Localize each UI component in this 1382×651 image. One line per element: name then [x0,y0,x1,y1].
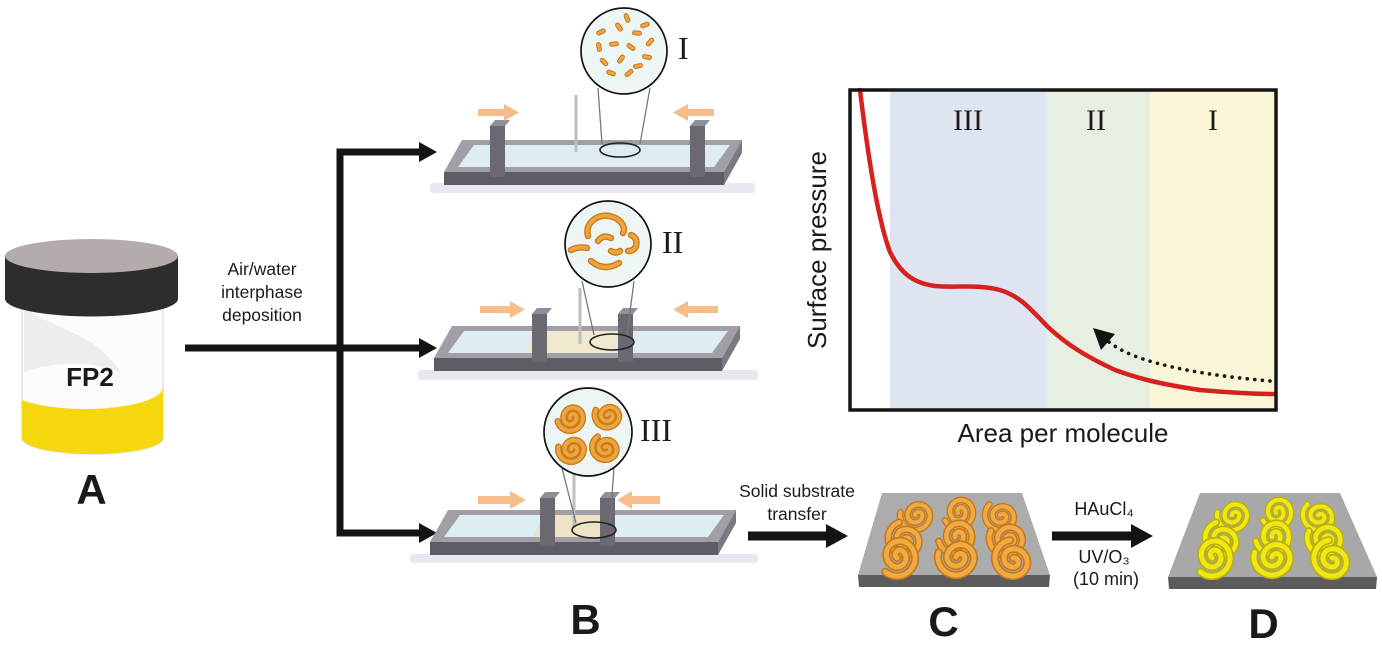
trough1-cone-left [597,87,603,145]
plot-region-iii-band [890,90,1047,410]
trough2-right-barrier-cap [618,308,638,314]
panel-letter-d: D [1248,600,1280,647]
plot-region-i-band [1150,90,1276,410]
panel-letter-b: B [570,596,602,643]
plot-region-i-label: I [1208,104,1218,137]
trough3-base [410,554,758,563]
reaction-arrow [1052,524,1153,548]
vial-yellow-content [22,388,163,454]
trough2-cone-left [581,280,595,336]
trough-stage-3 [410,387,758,563]
trough1-left-barrier [490,126,505,177]
trough3-frame-front [430,542,718,555]
plot-border [848,88,1278,412]
trough3-frame-side [718,510,736,555]
trough3-left-barrier [540,498,555,546]
deposition-label: Air/water interphase deposition [221,259,303,326]
plot-region-ii-band [1047,90,1150,410]
trough2-right-arrowhead [673,301,688,318]
magnifier-stage-1 [580,7,668,95]
trough3-water-right [606,515,724,537]
trough3-right-barrier-cap [600,492,620,498]
trough1-right-barrier [690,126,705,177]
plot-y-axis-label: Surface pressure [802,151,832,349]
trough1-base [430,183,755,193]
flow-connectors [185,142,437,543]
panel-letter-c: C [928,598,960,645]
trough3-left-barrier-cap [540,492,560,498]
trough2-left-compression-arrow [480,306,510,313]
arrowhead-branch-3 [419,523,437,543]
trough1-view-ellipse [599,142,641,158]
trough2-right-compression-arrow [688,306,718,313]
trough1-frame-front [444,172,724,185]
dotted-arrowhead [1093,328,1115,350]
duration-label: (10 min) [1072,569,1140,589]
transfer-label: Solid substrate transfer [739,481,855,525]
trough1-left-compression-arrow [478,109,504,116]
trough2-left-barrier-cap [532,308,552,314]
isotherm-plot [848,87,1278,412]
substrate-d-front [1168,577,1377,589]
arrowhead-branch-2 [419,338,437,358]
trough3-right-arrowhead [617,491,632,509]
substrate-d [1168,493,1377,589]
arrowhead-branch-1 [419,142,437,162]
trough2-frame-front [434,358,722,371]
trough2-view-ellipse [589,333,635,351]
trough1-right-compression-arrow [688,109,714,116]
trough3-left-compression-arrow [478,496,510,504]
magnifier-stage-2 [564,200,652,288]
nanorods-dispersed [596,13,655,78]
trough1-cone-right [639,87,651,145]
trough3-left-arrowhead [510,491,526,509]
plot-x-axis-label: Area per molecule [957,418,1169,448]
trough2-cone-right [626,280,635,336]
trough1-left-arrowhead [504,104,519,121]
trough3-water-left [444,515,544,537]
trough1-frame-side [724,140,742,185]
trough3-cone-right [609,467,615,524]
treatment-label: UV/O₃ [1078,547,1130,567]
trough2-water-left [448,331,536,353]
trough-stage-1 [430,7,755,193]
stage-2-numeral: II [662,224,684,260]
trough2-base [418,370,758,380]
trough1-left-barrier-cap [490,120,510,126]
magnifier-stage-3 [543,387,633,477]
vial-cap-side [5,256,178,317]
trough1-right-arrowhead [673,104,688,121]
trough2-water-right [612,331,728,353]
isotherm-curve [857,87,1276,397]
vial-label: FP2 [66,362,114,392]
trough-stage-2 [418,200,758,380]
stage-3-numeral: III [640,412,672,448]
vial-illustration [5,239,178,455]
reagent-label: HAuCl₄ [1074,499,1134,519]
vial-body-shading [24,308,120,372]
stage-1-numeral: I [678,30,689,66]
plot-region-iii-label: III [953,104,983,137]
curved-intermediates [567,212,640,271]
trough2-left-arrowhead [510,301,525,318]
trough3-cone-left [561,467,577,524]
transfer-arrow [748,524,848,548]
trough3-right-compression-arrow [632,496,660,504]
trough2-frame-side [722,326,740,371]
vial-cap-top [5,239,178,273]
trough1-right-barrier-cap [690,120,710,126]
substrate-c [858,493,1050,587]
panel-letter-a: A [76,466,108,513]
trough2-left-barrier [532,314,547,362]
trough3-view-ellipse [571,521,617,539]
trough1-water [458,145,730,167]
plot-region-ii-label: II [1086,104,1106,137]
